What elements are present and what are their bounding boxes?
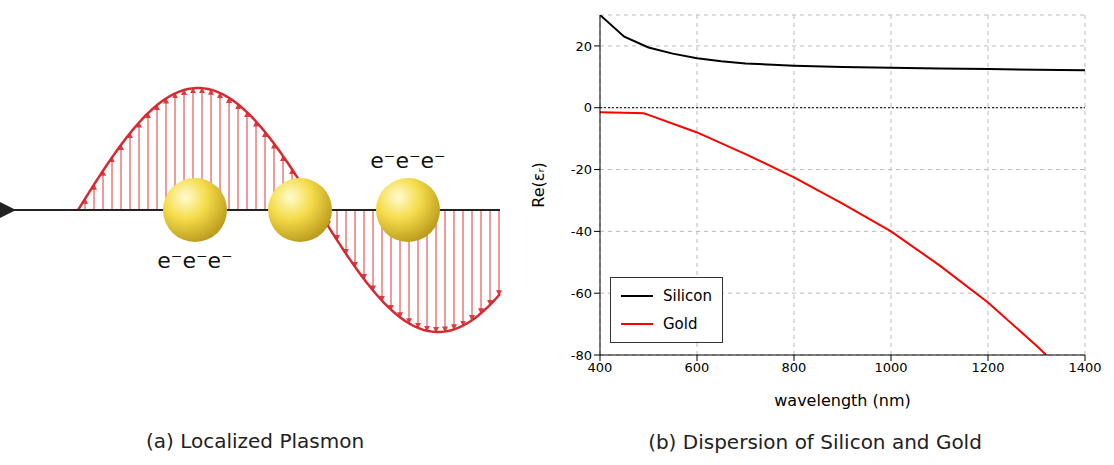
svg-text:(a) Localized Plasmon: (a) Localized Plasmon [146, 429, 364, 453]
svg-text:-40: -40 [571, 224, 592, 239]
svg-text:400: 400 [587, 360, 613, 376]
svg-text:600: 600 [685, 360, 710, 375]
html-text:Gold: Gold [663, 315, 698, 333]
svg-text:1000: 1000 [874, 360, 907, 375]
html-text:Silicon: Silicon [663, 287, 712, 305]
svg-text:e⁻e⁻e⁻: e⁻e⁻e⁻ [370, 148, 445, 173]
svg-text:-60: -60 [571, 286, 592, 301]
svg-text:1400: 1400 [1068, 360, 1101, 375]
svg-text:1200: 1200 [971, 360, 1004, 375]
svg-text:wavelength (nm): wavelength (nm) [774, 391, 911, 410]
html-text:(b) Dispersion of Silicon and: (b) Dispersion of Silicon and Gold [648, 430, 982, 454]
svg-text:800: 800 [782, 360, 807, 375]
svg-text:e⁻e⁻e⁻: e⁻e⁻e⁻ [157, 248, 232, 273]
svg-text:20: 20 [575, 39, 592, 54]
svg-text:-20: -20 [571, 162, 592, 177]
svg-text:-80: -80 [571, 348, 592, 363]
svg-text:Re(εᵣ): Re(εᵣ) [529, 162, 548, 208]
svg-text:0: 0 [584, 100, 592, 115]
